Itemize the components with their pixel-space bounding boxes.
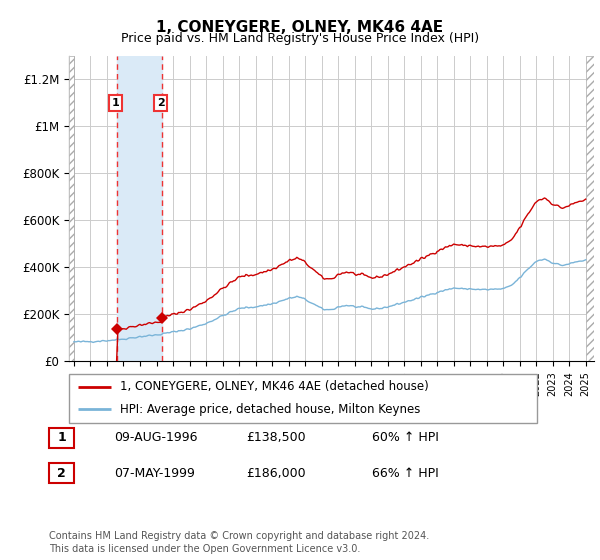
Bar	[586, 56, 594, 361]
Text: 2: 2	[157, 98, 164, 108]
Text: Price paid vs. HM Land Registry's House Price Index (HPI): Price paid vs. HM Land Registry's House …	[121, 32, 479, 45]
Text: 07-MAY-1999: 07-MAY-1999	[114, 466, 195, 480]
Bar	[586, 56, 594, 361]
Bar	[69, 56, 74, 361]
Text: 09-AUG-1996: 09-AUG-1996	[114, 431, 197, 445]
FancyBboxPatch shape	[69, 374, 537, 423]
FancyBboxPatch shape	[49, 428, 74, 448]
Text: 1, CONEYGERE, OLNEY, MK46 4AE (detached house): 1, CONEYGERE, OLNEY, MK46 4AE (detached …	[121, 380, 429, 393]
Bar	[117, 56, 163, 361]
Text: £138,500: £138,500	[246, 431, 305, 445]
Text: 66% ↑ HPI: 66% ↑ HPI	[372, 466, 439, 480]
Text: HPI: Average price, detached house, Milton Keynes: HPI: Average price, detached house, Milt…	[121, 403, 421, 416]
Text: 60% ↑ HPI: 60% ↑ HPI	[372, 431, 439, 445]
Text: £186,000: £186,000	[246, 466, 305, 480]
Text: Contains HM Land Registry data © Crown copyright and database right 2024.
This d: Contains HM Land Registry data © Crown c…	[49, 531, 430, 554]
Text: 1: 1	[58, 431, 66, 445]
Text: 1, CONEYGERE, OLNEY, MK46 4AE: 1, CONEYGERE, OLNEY, MK46 4AE	[157, 20, 443, 35]
Bar	[69, 56, 74, 361]
Text: 1: 1	[112, 98, 119, 108]
Text: 2: 2	[58, 466, 66, 480]
FancyBboxPatch shape	[49, 463, 74, 483]
